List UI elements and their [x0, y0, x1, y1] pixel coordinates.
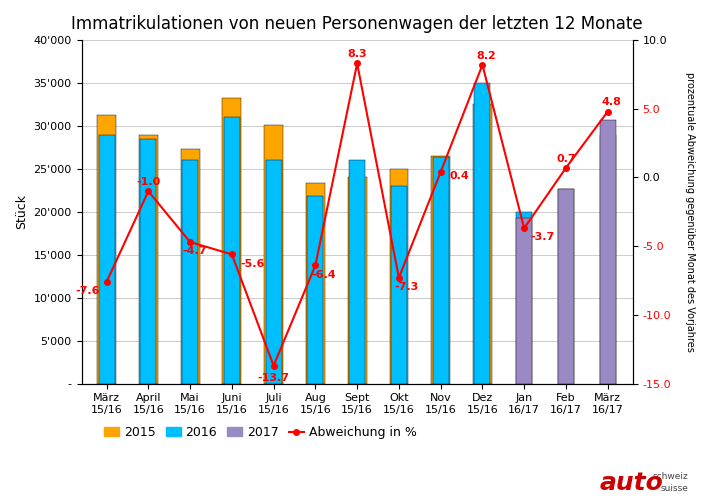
- Text: schweiz
suisse: schweiz suisse: [653, 472, 689, 493]
- Bar: [306, 183, 324, 383]
- Bar: [474, 83, 491, 383]
- Bar: [600, 134, 616, 383]
- Bar: [141, 139, 156, 383]
- Bar: [224, 117, 240, 383]
- Text: -7.3: -7.3: [395, 282, 419, 292]
- Bar: [516, 212, 532, 383]
- Bar: [391, 186, 407, 383]
- Bar: [390, 169, 408, 383]
- Text: auto: auto: [600, 471, 664, 495]
- Bar: [432, 157, 449, 383]
- Bar: [307, 196, 323, 383]
- Bar: [349, 160, 365, 383]
- Y-axis label: prozentuale Abweichung gegenüber Monat des Vorjahres: prozentuale Abweichung gegenüber Monat d…: [685, 72, 695, 352]
- Bar: [181, 149, 200, 383]
- Y-axis label: Stück: Stück: [15, 194, 28, 229]
- Bar: [264, 125, 283, 383]
- Bar: [222, 98, 241, 383]
- Bar: [97, 115, 116, 383]
- Text: 8.3: 8.3: [347, 49, 367, 59]
- Bar: [182, 160, 198, 383]
- Text: 0.4: 0.4: [449, 171, 469, 181]
- Text: -7.6: -7.6: [76, 286, 100, 296]
- Title: Immatrikulationen von neuen Personenwagen der letzten 12 Monate: Immatrikulationen von neuen Personenwage…: [71, 15, 643, 33]
- Text: -5.6: -5.6: [240, 259, 265, 269]
- Text: -13.7: -13.7: [258, 373, 290, 382]
- Bar: [516, 218, 532, 383]
- Text: 4.8: 4.8: [602, 98, 622, 108]
- Bar: [348, 178, 366, 383]
- Text: -3.7: -3.7: [530, 232, 555, 242]
- Text: -6.4: -6.4: [311, 270, 336, 280]
- Text: 0.7: 0.7: [556, 154, 576, 164]
- Text: 8.2: 8.2: [476, 51, 496, 61]
- Bar: [600, 120, 616, 383]
- Text: -4.7: -4.7: [182, 246, 207, 256]
- Bar: [139, 134, 158, 383]
- Bar: [473, 105, 492, 383]
- Legend: 2015, 2016, 2017, Abweichung in %: 2015, 2016, 2017, Abweichung in %: [99, 421, 422, 444]
- Bar: [558, 189, 574, 383]
- Bar: [266, 160, 282, 383]
- Bar: [431, 156, 450, 383]
- Text: -1.0: -1.0: [136, 177, 160, 187]
- Bar: [558, 189, 574, 383]
- Bar: [99, 134, 114, 383]
